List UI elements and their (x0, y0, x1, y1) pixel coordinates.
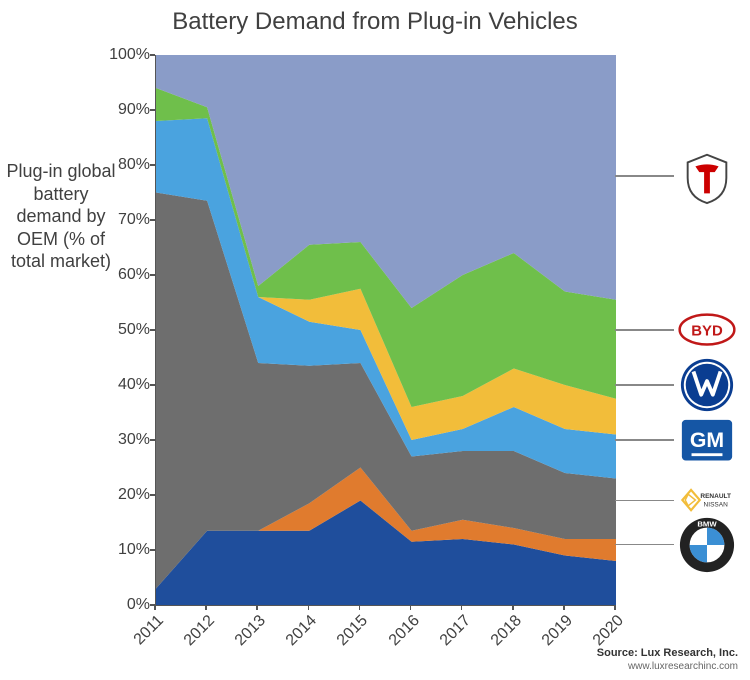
chart-plot-area (155, 55, 616, 606)
chart-title: Battery Demand from Plug-in Vehicles (0, 8, 750, 36)
svg-text:RENAULT: RENAULT (700, 493, 731, 500)
legend-logo-byd: BYD (678, 304, 736, 356)
x-tick-mark (308, 605, 310, 610)
y-tick-mark (150, 494, 155, 496)
x-tick-label: 2012 (164, 612, 219, 667)
x-tick-label: 2011 (113, 612, 168, 667)
x-tick-mark (410, 605, 412, 610)
x-tick-label: 2015 (317, 612, 372, 667)
stacked-area-svg (156, 55, 616, 605)
x-tick-label: 2014 (266, 612, 321, 667)
y-tick-label: 40% (95, 376, 150, 394)
y-tick-mark (150, 219, 155, 221)
y-tick-label: 60% (95, 266, 150, 284)
y-tick-mark (150, 549, 155, 551)
y-tick-mark (150, 384, 155, 386)
y-tick-label: 50% (95, 321, 150, 339)
x-tick-mark (359, 605, 361, 610)
legend-connector (615, 544, 674, 545)
legend-connector (615, 500, 674, 501)
legend-logo-bmw: BMW (678, 519, 736, 571)
y-tick-mark (150, 164, 155, 166)
svg-text:BYD: BYD (691, 324, 723, 340)
legend-connector (615, 329, 674, 330)
y-tick-label: 80% (95, 156, 150, 174)
x-tick-mark (205, 605, 207, 610)
x-tick-label: 2013 (215, 612, 270, 667)
y-tick-label: 20% (95, 486, 150, 504)
y-tick-label: 10% (95, 541, 150, 559)
source-label: Source: Lux Research, Inc. (597, 647, 738, 659)
svg-text:GM: GM (690, 428, 724, 452)
y-tick-label: 100% (95, 46, 150, 64)
y-tick-label: 30% (95, 431, 150, 449)
legend-logo-tesla (678, 150, 736, 202)
legend-connector (615, 384, 674, 385)
legend-connector (615, 439, 674, 440)
x-tick-label: 2016 (368, 612, 423, 667)
y-tick-label: 0% (95, 596, 150, 614)
y-tick-mark (150, 274, 155, 276)
legend-logo-vw (678, 359, 736, 411)
x-tick-mark (154, 605, 156, 610)
x-tick-label: 2018 (470, 612, 525, 667)
y-tick-label: 90% (95, 101, 150, 119)
source-url: www.luxresearchinc.com (628, 661, 738, 672)
x-tick-mark (614, 605, 616, 610)
source-attribution: Source: Lux Research, Inc. www.luxresear… (597, 647, 738, 675)
y-tick-mark (150, 439, 155, 441)
x-tick-mark (461, 605, 463, 610)
y-tick-mark (150, 109, 155, 111)
y-tick-mark (150, 329, 155, 331)
x-tick-mark (512, 605, 514, 610)
svg-text:BMW: BMW (697, 519, 717, 528)
svg-text:NISSAN: NISSAN (704, 502, 729, 509)
x-tick-mark (256, 605, 258, 610)
x-tick-label: 2017 (419, 612, 474, 667)
legend-connector (615, 175, 674, 176)
x-tick-label: 2019 (521, 612, 576, 667)
x-tick-mark (563, 605, 565, 610)
y-tick-label: 70% (95, 211, 150, 229)
y-tick-mark (150, 54, 155, 56)
legend-logo-gm: GM (678, 414, 736, 466)
